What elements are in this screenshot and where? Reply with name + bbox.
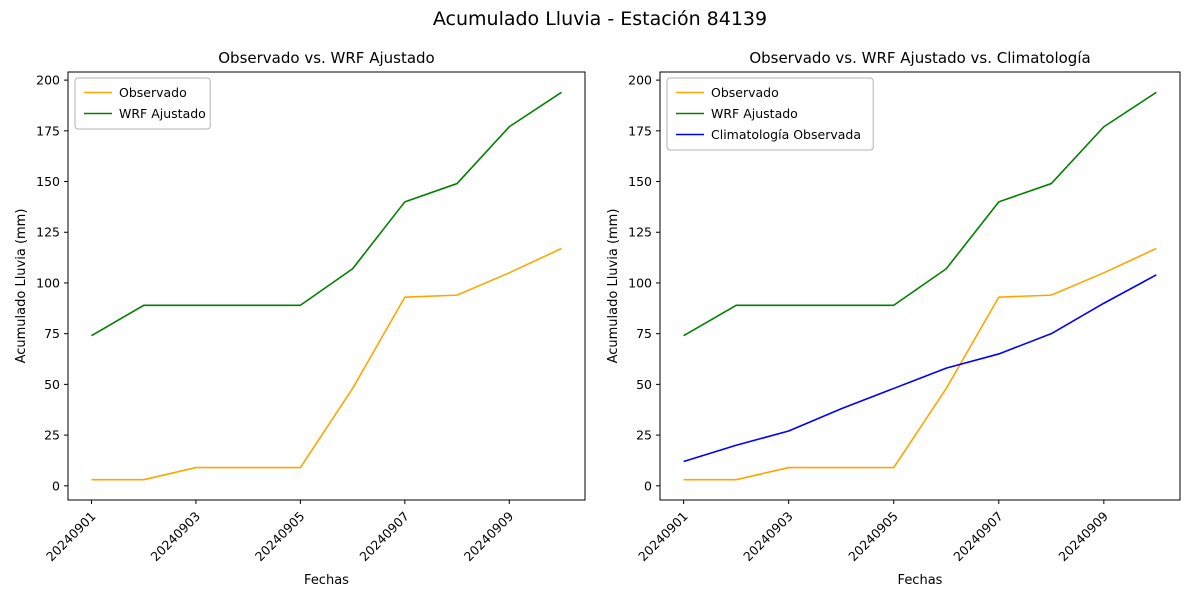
legend-label: WRF Ajustado (711, 106, 798, 121)
figure-suptitle: Acumulado Lluvia - Estación 84139 (432, 8, 768, 30)
y-tick-label: 50 (636, 377, 652, 392)
chart-observado-vs-wrf: 0 25 50 75 100 125 150 175 200 20240901 20240903 20… (14, 49, 586, 588)
plot-border (659, 71, 1181, 501)
plot-border (67, 71, 586, 501)
x-axis-label: Fechas (898, 573, 943, 588)
x-tick-label: 20240907 (950, 509, 1006, 565)
legend-label: Observado (711, 85, 779, 100)
x-tick-label: 20240901 (635, 509, 691, 565)
legend-label: Observado (119, 85, 187, 100)
y-tick-label: 125 (36, 225, 60, 240)
y-tick-label: 200 (36, 73, 60, 88)
y-tick-label: 100 (36, 275, 60, 290)
y-axis-label: Acumulado Lluvia (mm) (14, 209, 29, 364)
chart-title: Observado vs. WRF Ajustado vs. Climatolo… (749, 49, 1090, 67)
x-tick-label: 20240903 (147, 509, 203, 565)
y-tick-label: 25 (44, 428, 60, 443)
x-axis-label: Fechas (304, 573, 349, 588)
y-tick-label: 75 (636, 326, 652, 341)
legend-box (666, 77, 874, 151)
y-tick-label: 25 (636, 428, 652, 443)
x-tick-label: 20240909 (461, 508, 517, 564)
y-tick-label: 0 (644, 478, 652, 493)
x-tick-label: 20240909 (1055, 508, 1111, 564)
series-line-observado (683, 247, 1157, 481)
series-line-climatología-observada (683, 274, 1157, 463)
y-tick-label: 100 (628, 275, 652, 290)
y-tick-label: 150 (628, 174, 652, 189)
x-tick-label: 20240901 (43, 509, 99, 565)
chart-title: Observado vs. WRF Ajustado (218, 49, 434, 67)
legend-box (74, 77, 211, 130)
series-line-observado (91, 247, 562, 481)
x-tick-label: 20240907 (356, 509, 412, 565)
y-tick-label: 175 (628, 123, 652, 138)
y-tick-label: 0 (52, 478, 60, 493)
legend-label: Climatología Observada (711, 127, 861, 142)
y-tick-label: 50 (44, 377, 60, 392)
y-tick-label: 150 (36, 174, 60, 189)
y-axis-label: Acumulado Lluvia (mm) (606, 209, 621, 364)
x-tick-label: 20240903 (740, 509, 796, 565)
x-tick-label: 20240905 (845, 509, 901, 565)
series-line-wrf-ajustado (683, 91, 1157, 337)
chart-observado-vs-wrf-vs-climatologia: 0 25 50 75 100 125 150 175 200 20240901 20240903 20… (606, 49, 1181, 588)
x-tick-label: 20240905 (252, 509, 308, 565)
series-line-wrf-ajustado (91, 91, 562, 337)
y-tick-label: 75 (44, 326, 60, 341)
y-tick-label: 175 (36, 123, 60, 138)
y-tick-label: 125 (628, 225, 652, 240)
y-tick-label: 200 (628, 73, 652, 88)
legend-label: WRF Ajustado (119, 106, 206, 121)
